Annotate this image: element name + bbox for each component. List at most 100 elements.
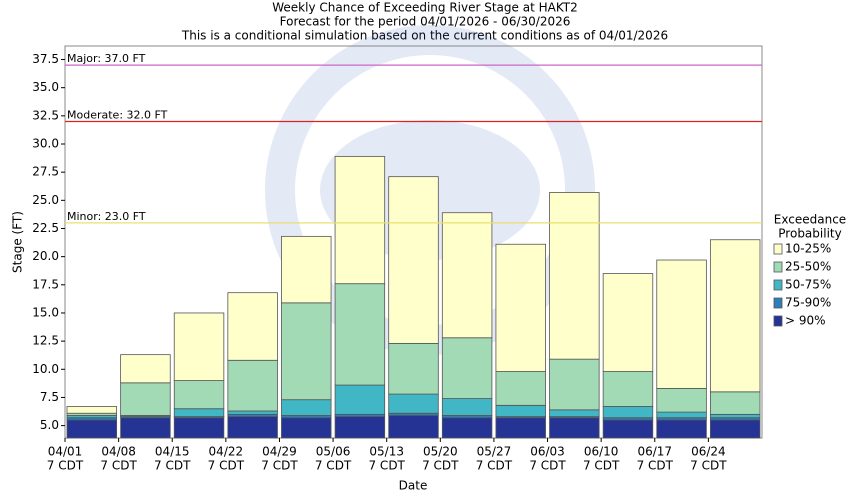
x-tick-sublabel: 7 CDT	[422, 459, 459, 473]
bar-segment	[602, 419, 654, 439]
bar-segment	[281, 399, 332, 416]
legend-swatch	[773, 279, 783, 291]
x-tick-sublabel: 7 CDT	[47, 459, 84, 473]
y-tick-label: 15.0	[32, 305, 59, 319]
x-tick-label: 04/01	[48, 445, 83, 459]
threshold-label: Major: 37.0 FT	[67, 52, 146, 65]
bar-segment	[549, 417, 600, 439]
bar-segment	[227, 410, 278, 415]
x-tick-label: 04/15	[155, 445, 190, 459]
bar-segment	[227, 292, 278, 361]
x-tick-sublabel: 7 CDT	[690, 459, 727, 473]
bar-segment	[495, 417, 546, 439]
x-tick-label: 05/27	[477, 445, 512, 459]
x-tick-label: 06/17	[637, 445, 672, 459]
bar-segment	[388, 176, 439, 344]
x-tick-sublabel: 7 CDT	[315, 459, 352, 473]
y-tick-label: 10.0	[32, 362, 59, 376]
bar-segment	[66, 406, 118, 414]
threshold-label: Moderate: 32.0 FT	[67, 108, 168, 121]
x-tick-sublabel: 7 CDT	[368, 459, 405, 473]
legend-swatch	[773, 297, 783, 309]
y-tick-label: 5.0	[40, 418, 59, 432]
bar-segment	[388, 415, 439, 439]
bar-segment	[120, 382, 171, 416]
bar-segment	[656, 411, 707, 419]
bar-segment	[120, 417, 171, 439]
legend-title: Probability	[778, 227, 841, 241]
bar-segment	[173, 380, 225, 410]
legend-label: 25-50%	[785, 260, 831, 274]
y-tick-label: 12.5	[32, 334, 59, 348]
x-tick-sublabel: 7 CDT	[208, 459, 245, 473]
y-tick-label: 30.0	[32, 137, 59, 151]
y-tick-label: 17.5	[32, 277, 59, 291]
y-tick-label: 35.0	[32, 80, 59, 94]
bar-segment	[709, 413, 761, 419]
legend-title: Exceedance	[774, 213, 846, 227]
y-tick-label: 25.0	[32, 193, 59, 207]
x-tick-label: 04/29	[262, 445, 297, 459]
bar-segment	[441, 398, 493, 416]
bar-segment	[656, 259, 707, 389]
x-tick-label: 06/10	[584, 445, 619, 459]
x-axis-label: Date	[399, 479, 428, 493]
chart-title: Weekly Chance of Exceeding River Stage a…	[272, 1, 577, 15]
x-tick-sublabel: 7 CDT	[637, 459, 674, 473]
legend-swatch	[773, 261, 783, 273]
x-tick-sublabel: 7 CDT	[100, 459, 137, 473]
legend-label: 10-25%	[785, 242, 831, 256]
bar-segment	[602, 406, 654, 419]
bar-segment	[656, 388, 707, 413]
bar-segment	[602, 273, 654, 372]
bar-segment	[602, 371, 654, 407]
bar-segment	[281, 302, 332, 401]
x-tick-label: 05/20	[423, 445, 458, 459]
bar-segment	[120, 354, 171, 384]
y-tick-label: 27.5	[32, 165, 59, 179]
x-tick-label: 04/22	[209, 445, 244, 459]
bar-segment	[441, 337, 493, 399]
legend-label: 50-75%	[785, 278, 831, 292]
legend-swatch	[773, 315, 783, 327]
bar-segment	[388, 393, 439, 414]
x-tick-sublabel: 7 CDT	[261, 459, 298, 473]
bar-segment	[173, 312, 225, 381]
x-tick-label: 05/13	[369, 445, 404, 459]
legend-label: 75-90%	[785, 296, 831, 310]
bar-segment	[334, 155, 386, 285]
x-tick-sublabel: 7 CDT	[529, 459, 566, 473]
bar-segment	[281, 417, 332, 439]
bar-segment	[227, 359, 278, 412]
bar-segment	[495, 404, 546, 417]
bar-segment	[549, 192, 600, 360]
legend-swatch	[773, 243, 783, 255]
bar-segment	[173, 417, 225, 439]
y-tick-label: 37.5	[32, 52, 59, 66]
x-tick-sublabel: 7 CDT	[154, 459, 191, 473]
x-tick-label: 06/24	[691, 445, 726, 459]
x-tick-sublabel: 7 CDT	[583, 459, 620, 473]
x-tick-sublabel: 7 CDT	[476, 459, 513, 473]
threshold-label: Minor: 23.0 FT	[67, 210, 146, 223]
legend-label: > 90%	[785, 314, 826, 328]
bar-segment	[281, 235, 332, 304]
bar-segment	[656, 419, 707, 439]
chart-subtitle: Forecast for the period 04/01/2026 - 06/…	[280, 15, 571, 29]
bar-segment	[173, 408, 225, 417]
bar-segment	[549, 358, 600, 411]
y-tick-label: 22.5	[32, 221, 59, 235]
bar-segment	[441, 212, 493, 339]
bar-segment	[334, 384, 386, 415]
x-tick-label: 05/06	[316, 445, 351, 459]
bar-segment	[495, 243, 546, 372]
chart-note: This is a conditional simulation based o…	[181, 29, 668, 43]
bar-segment	[495, 371, 546, 406]
y-axis-label: Stage (FT)	[11, 211, 25, 273]
bar-segment	[334, 283, 386, 386]
bar-segment	[709, 239, 761, 393]
bar-segment	[388, 342, 439, 395]
bar-segment	[334, 416, 386, 439]
bar-segment	[709, 391, 761, 415]
